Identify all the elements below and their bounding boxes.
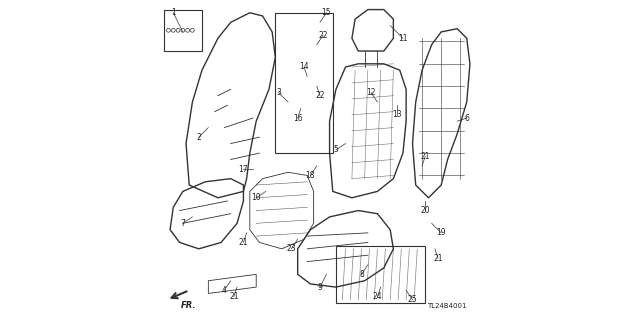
Text: 17: 17 <box>239 165 248 174</box>
Text: FR.: FR. <box>181 301 196 310</box>
Text: TL24B4001: TL24B4001 <box>428 303 467 309</box>
Text: 21: 21 <box>229 292 239 301</box>
Text: 14: 14 <box>300 63 309 71</box>
Text: 11: 11 <box>398 34 408 43</box>
Text: 20: 20 <box>420 206 430 215</box>
Text: 16: 16 <box>293 114 303 122</box>
Text: 4: 4 <box>222 286 227 295</box>
Text: 18: 18 <box>306 171 315 180</box>
Text: 9: 9 <box>317 283 323 292</box>
Text: 5: 5 <box>333 145 339 154</box>
Text: 6: 6 <box>464 114 469 122</box>
Text: 13: 13 <box>392 110 401 119</box>
Text: 2: 2 <box>196 133 201 142</box>
Text: 21: 21 <box>420 152 430 161</box>
Text: 19: 19 <box>436 228 446 237</box>
Text: 8: 8 <box>359 270 364 279</box>
Text: 7: 7 <box>180 219 185 228</box>
Text: 23: 23 <box>287 244 296 253</box>
Text: 24: 24 <box>372 292 382 301</box>
Text: 15: 15 <box>321 8 331 17</box>
Text: 22: 22 <box>319 31 328 40</box>
Text: 3: 3 <box>276 88 281 97</box>
Text: 21: 21 <box>433 254 443 263</box>
Text: 21: 21 <box>239 238 248 247</box>
Text: 25: 25 <box>408 295 417 304</box>
Text: 22: 22 <box>316 91 324 100</box>
Text: 1: 1 <box>171 8 175 17</box>
Text: 12: 12 <box>366 88 376 97</box>
Text: 10: 10 <box>252 193 261 202</box>
